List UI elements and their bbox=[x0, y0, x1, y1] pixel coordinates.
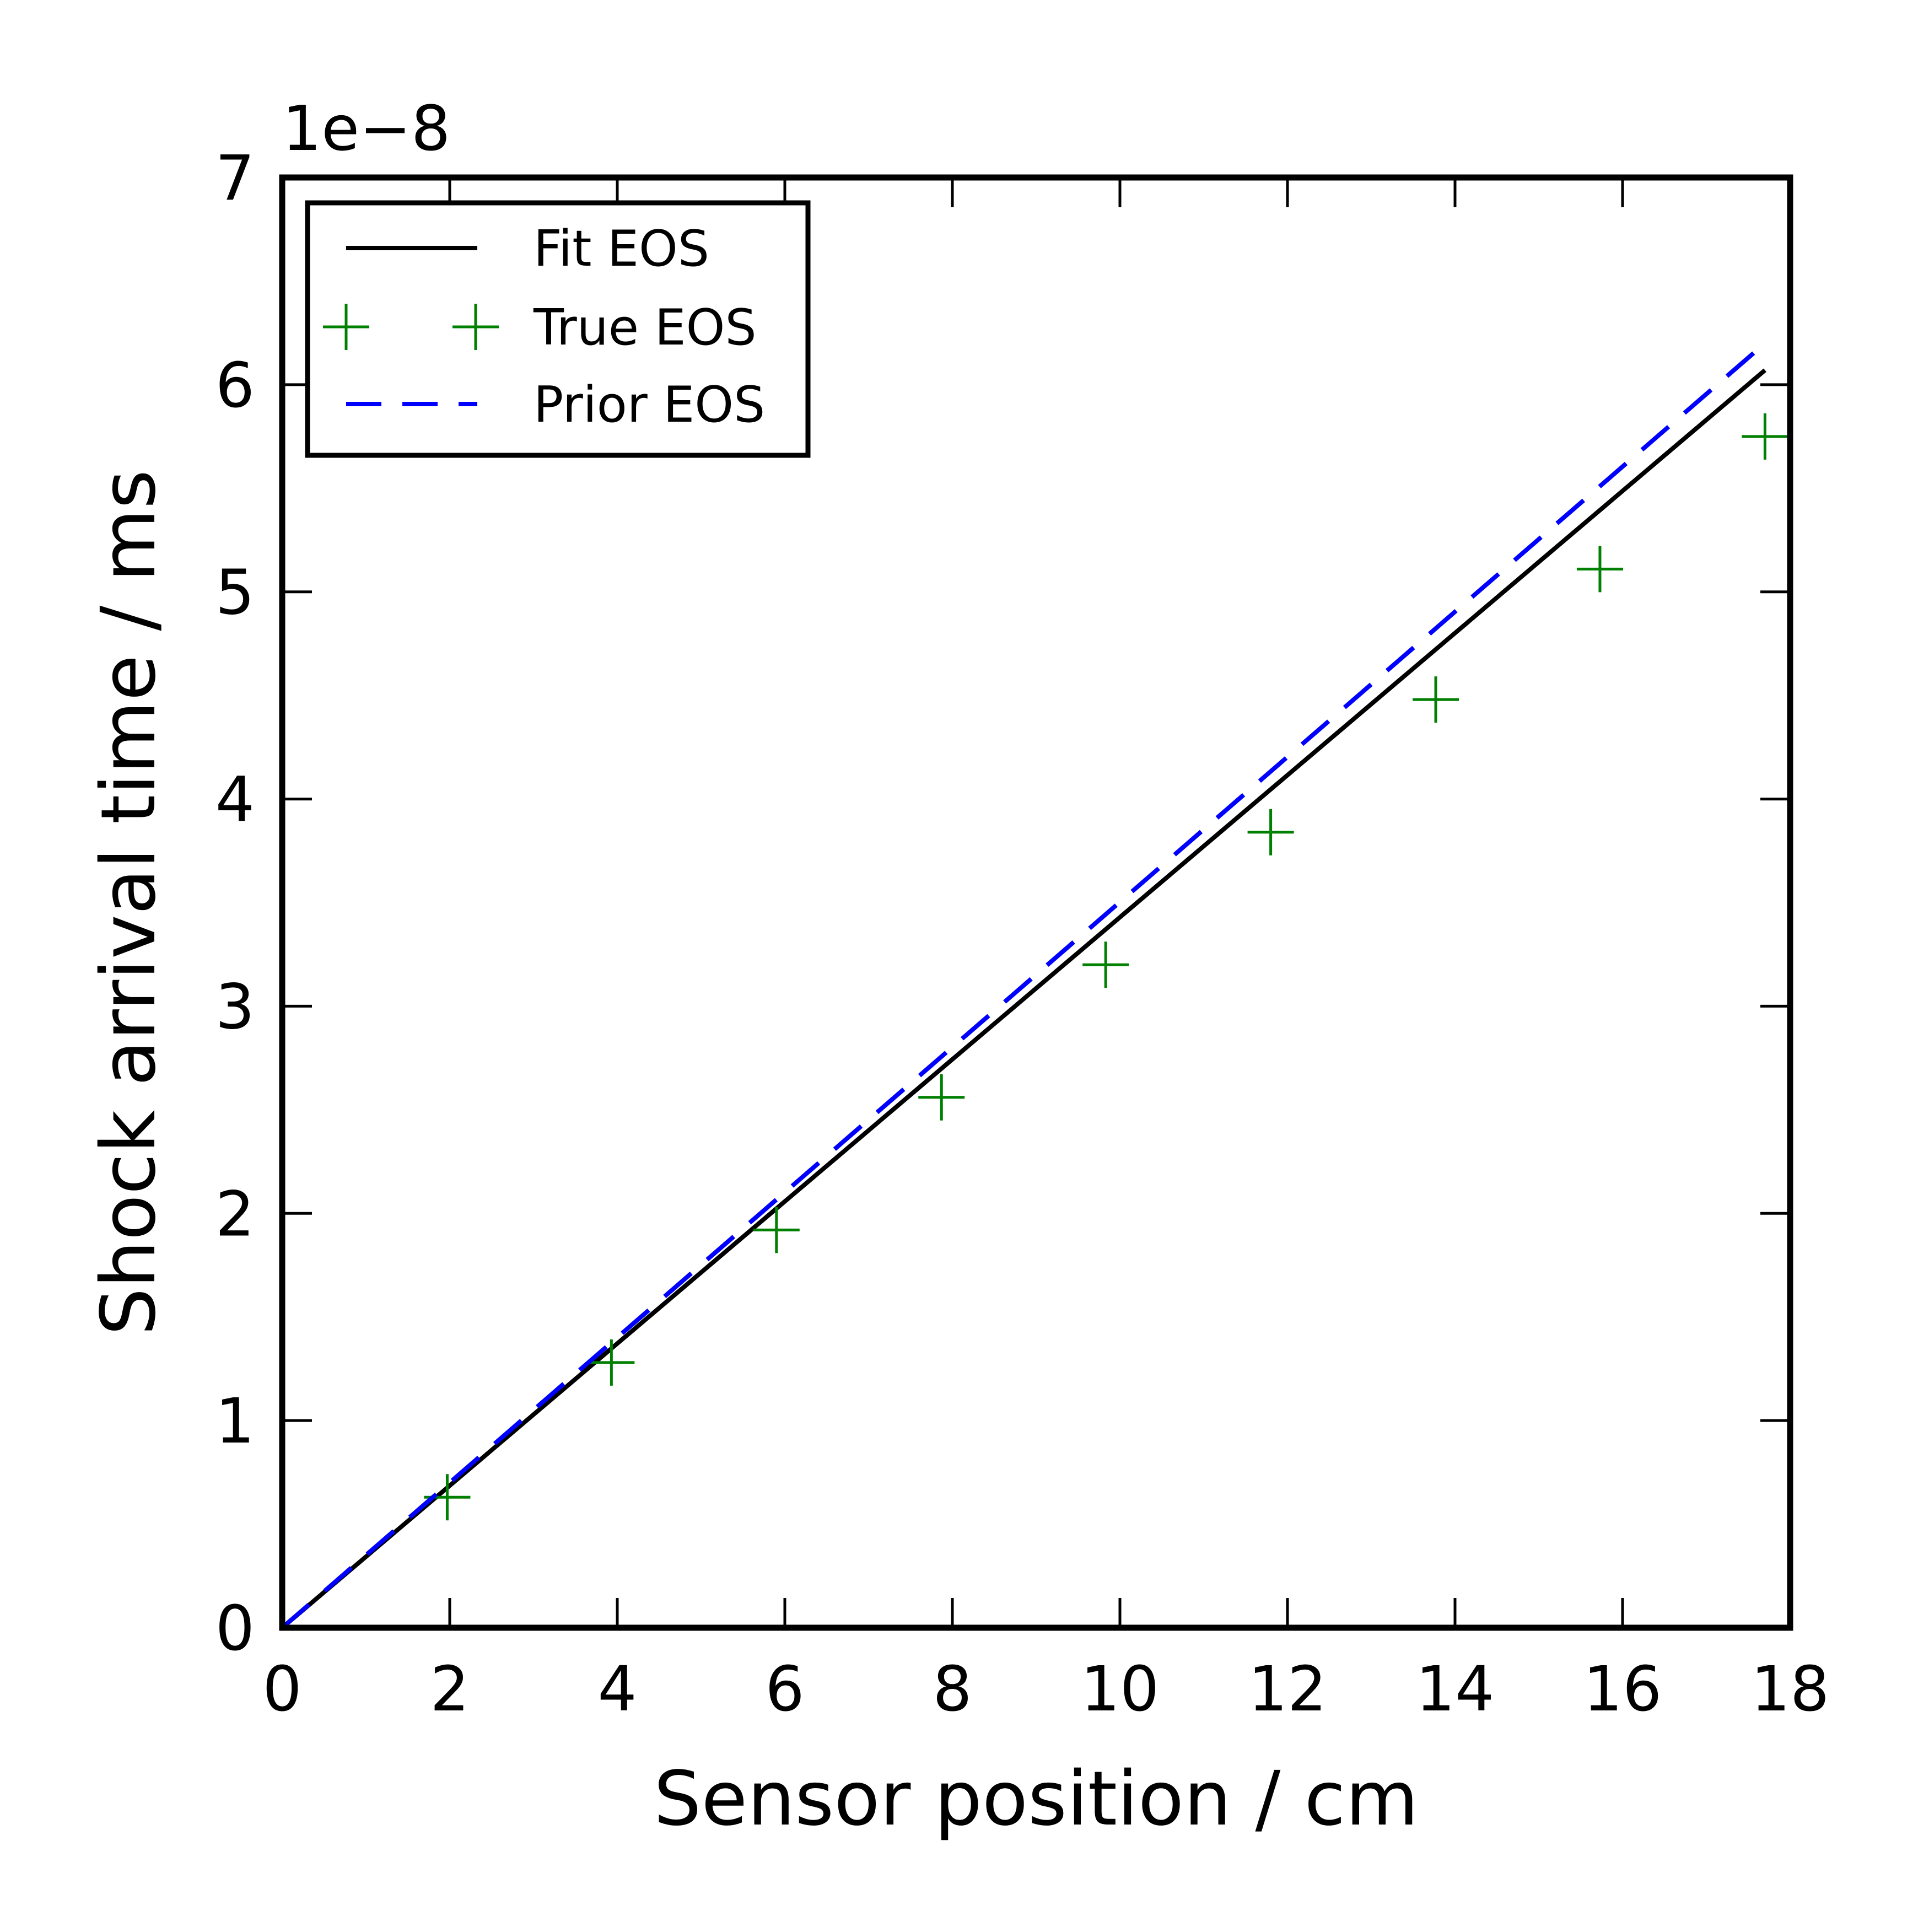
y-tick-label: 5 bbox=[215, 557, 255, 629]
data-point-true-eos bbox=[1576, 546, 1623, 593]
plot-frame bbox=[279, 174, 1793, 1631]
series-line-prior-eos bbox=[281, 341, 1767, 1630]
data-point-true-eos bbox=[753, 1207, 800, 1253]
legend-label-fit-eos: Fit EOS bbox=[534, 220, 709, 278]
x-tick-label: 16 bbox=[1583, 1654, 1662, 1725]
y-axis-offset-text: 1e−8 bbox=[282, 93, 450, 165]
y-tick-label: 0 bbox=[215, 1593, 255, 1665]
legend-label-true-eos: True EOS bbox=[533, 299, 757, 357]
data-point-true-eos bbox=[1413, 676, 1459, 723]
y-tick-label: 1 bbox=[215, 1386, 255, 1457]
x-tick-label: 12 bbox=[1248, 1654, 1327, 1725]
legend-label-prior-eos: Prior EOS bbox=[534, 376, 765, 434]
series-line-fit-eos bbox=[281, 368, 1766, 1630]
data-point-true-eos bbox=[588, 1339, 635, 1386]
x-tick-label: 8 bbox=[933, 1654, 972, 1725]
x-tick-label: 0 bbox=[262, 1654, 301, 1725]
data-point-true-eos bbox=[918, 1074, 965, 1121]
x-tick-label: 2 bbox=[430, 1654, 469, 1725]
data-point-true-eos bbox=[1742, 413, 1788, 460]
y-tick-label: 2 bbox=[215, 1178, 255, 1250]
ticks-layer bbox=[281, 176, 1792, 1629]
x-tick-label: 6 bbox=[765, 1654, 804, 1725]
y-tick-label: 4 bbox=[215, 765, 255, 836]
data-point-true-eos bbox=[1247, 809, 1294, 855]
x-tick-label: 10 bbox=[1081, 1654, 1160, 1725]
y-tick-label: 7 bbox=[215, 143, 255, 214]
legend-marker-true-eos bbox=[323, 304, 369, 350]
x-tick-label: 14 bbox=[1416, 1654, 1495, 1725]
plot-layer bbox=[281, 341, 1788, 1630]
y-tick-label: 6 bbox=[215, 350, 255, 422]
legend: Fit EOS True EOS Prior EOS bbox=[305, 200, 811, 458]
y-axis-title: Shock arrival time / ms bbox=[85, 470, 173, 1336]
legend-marker-true-eos bbox=[452, 304, 499, 350]
data-point-true-eos bbox=[1082, 941, 1129, 988]
legend-box bbox=[305, 200, 811, 458]
x-tick-label: 4 bbox=[597, 1654, 637, 1725]
x-axis-title: Sensor position / cm bbox=[654, 1756, 1419, 1843]
y-tick-label: 3 bbox=[215, 971, 255, 1043]
x-tick-label: 18 bbox=[1751, 1654, 1830, 1725]
